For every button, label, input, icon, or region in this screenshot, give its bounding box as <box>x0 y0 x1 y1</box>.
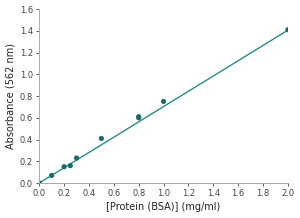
Point <box>68 164 73 167</box>
Point <box>49 174 54 177</box>
Point <box>99 137 104 140</box>
Point <box>136 115 141 118</box>
Y-axis label: Absorbance (562 nm): Absorbance (562 nm) <box>6 43 16 149</box>
Point <box>161 100 166 103</box>
Point <box>286 28 290 31</box>
Point <box>74 156 79 160</box>
Point <box>62 165 67 169</box>
Point <box>37 181 42 185</box>
X-axis label: [Protein (BSA)] (mg/ml): [Protein (BSA)] (mg/ml) <box>106 203 221 213</box>
Point <box>136 116 141 119</box>
